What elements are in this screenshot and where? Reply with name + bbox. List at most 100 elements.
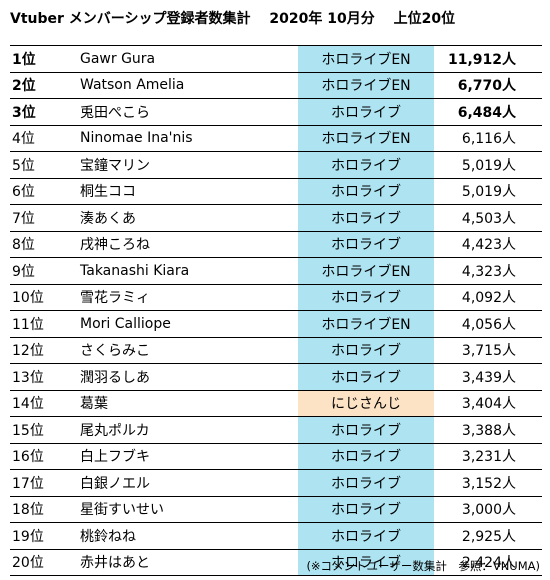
table-row: 20位 赤井はあと ホロライブ 2,424人 <box>10 549 542 576</box>
count-cell: 6,484人 <box>457 104 516 121</box>
group-cell: にじさんじ <box>298 390 434 416</box>
rank-cell: 10位 <box>12 290 44 307</box>
rank-cell: 11位 <box>12 316 44 333</box>
title-main: Vtuber メンバーシップ登録者数集計 <box>10 11 251 27</box>
table-row: 12位 さくらみこ ホロライブ 3,715人 <box>10 337 542 364</box>
rank-cell: 16位 <box>12 449 44 466</box>
name-cell: 白上フブキ <box>80 449 150 466</box>
rank-cell: 18位 <box>12 502 44 519</box>
table-row: 16位 白上フブキ ホロライブ 3,231人 <box>10 443 542 470</box>
name-cell: Ninomae Ina'nis <box>80 130 193 147</box>
name-cell: 桃鈴ねね <box>80 528 136 545</box>
name-cell: 戌神ころね <box>80 237 150 254</box>
name-cell: 宝鐘マリン <box>80 157 150 174</box>
ranking-table: 1位 Gawr Gura ホロライブEN 11,912人 2位 Watson Amelia… <box>10 45 542 576</box>
table-row: 5位 宝鐘マリン ホロライブ 5,019人 <box>10 152 542 179</box>
count-cell: 4,056人 <box>461 316 516 333</box>
name-cell: 桐生ココ <box>80 184 136 201</box>
rank-cell: 20位 <box>12 555 44 572</box>
rank-cell: 12位 <box>12 343 44 360</box>
rank-cell: 9位 <box>12 263 35 280</box>
name-cell: 湊あくあ <box>80 210 136 227</box>
table-row: 7位 湊あくあ ホロライブ 4,503人 <box>10 205 542 232</box>
group-cell: ホロライブEN <box>298 258 434 284</box>
table-row: 6位 桐生ココ ホロライブ 5,019人 <box>10 178 542 205</box>
footer-note: (※コメントユーザー数集計 参照：VNUMA) <box>306 559 540 573</box>
group-cell: ホロライブ <box>298 549 434 575</box>
rank-cell: 19位 <box>12 528 44 545</box>
rank-cell: 13位 <box>12 369 44 386</box>
table-row: 19位 桃鈴ねね ホロライブ 2,925人 <box>10 523 542 550</box>
count-cell: 6,116人 <box>461 131 516 148</box>
table-row: 8位 戌神ころね ホロライブ 4,423人 <box>10 231 542 258</box>
count-cell: 3,715人 <box>461 343 516 360</box>
count-cell: 5,019人 <box>461 157 516 174</box>
rank-cell: 1位 <box>12 51 36 68</box>
table-row: 1位 Gawr Gura ホロライブEN 11,912人 <box>10 46 542 73</box>
group-cell: ホロライブ <box>298 231 434 257</box>
group-cell: ホロライブ <box>298 443 434 469</box>
table-row: 14位 葛葉 にじさんじ 3,404人 <box>10 390 542 417</box>
table-row: 3位 兎田ぺこら ホロライブ 6,484人 <box>10 99 542 126</box>
group-cell: ホロライブ <box>298 364 434 390</box>
group-cell: ホロライブ <box>298 205 434 231</box>
group-cell: ホロライブ <box>298 99 434 125</box>
rank-cell: 15位 <box>12 422 44 439</box>
group-cell: ホロライブ <box>298 152 434 178</box>
rank-cell: 14位 <box>12 396 44 413</box>
count-cell: 4,423人 <box>461 237 516 254</box>
group-cell: ホロライブ <box>298 470 434 496</box>
group-cell: ホロライブEN <box>298 125 434 151</box>
name-cell: 雪花ラミィ <box>80 290 150 307</box>
table-row: 17位 白銀ノエル ホロライブ 3,152人 <box>10 470 542 497</box>
name-cell: 赤井はあと <box>80 555 150 572</box>
group-cell: ホロライブ <box>298 523 434 549</box>
count-cell: 3,404人 <box>461 396 516 413</box>
rank-cell: 17位 <box>12 475 44 492</box>
rank-cell: 6位 <box>12 184 35 201</box>
count-cell: 3,152人 <box>461 475 516 492</box>
count-cell: 4,092人 <box>461 290 516 307</box>
rank-cell: 5位 <box>12 157 35 174</box>
table-row: 13位 潤羽るしあ ホロライブ 3,439人 <box>10 364 542 391</box>
name-cell: 兎田ぺこら <box>80 104 150 121</box>
table-row: 11位 Mori Calliope ホロライブEN 4,056人 <box>10 311 542 338</box>
name-cell: Mori Calliope <box>80 315 171 332</box>
table-row: 15位 尾丸ポルカ ホロライブ 3,388人 <box>10 417 542 444</box>
group-cell: ホロライブ <box>298 337 434 363</box>
table-row: 2位 Watson Amelia ホロライブEN 6,770人 <box>10 72 542 99</box>
count-cell: 2,925人 <box>461 528 516 545</box>
count-cell: 2,424人 <box>461 555 516 572</box>
rank-cell: 7位 <box>12 210 35 227</box>
name-cell: 尾丸ポルカ <box>80 422 150 439</box>
count-cell: 3,388人 <box>461 422 516 439</box>
table-row: 4位 Ninomae Ina'nis ホロライブEN 6,116人 <box>10 125 542 152</box>
name-cell: 白銀ノエル <box>80 475 150 492</box>
name-cell: 星街すいせい <box>80 502 164 519</box>
table-row: 10位 雪花ラミィ ホロライブ 4,092人 <box>10 284 542 311</box>
group-cell: ホロライブEN <box>298 46 434 72</box>
rank-cell: 3位 <box>12 104 36 121</box>
rank-cell: 8位 <box>12 237 35 254</box>
count-cell: 4,323人 <box>461 263 516 280</box>
group-cell: ホロライブ <box>298 417 434 443</box>
group-cell: ホロライブ <box>298 496 434 522</box>
table-row: 18位 星街すいせい ホロライブ 3,000人 <box>10 496 542 523</box>
count-cell: 5,019人 <box>461 184 516 201</box>
name-cell: 葛葉 <box>80 396 108 413</box>
count-cell: 3,231人 <box>461 449 516 466</box>
title-period: 2020年 10月分 <box>269 11 375 27</box>
table-row: 9位 Takanashi Kiara ホロライブEN 4,323人 <box>10 258 542 285</box>
count-cell: 11,912人 <box>447 51 516 68</box>
name-cell: Gawr Gura <box>80 50 156 67</box>
name-cell: Takanashi Kiara <box>80 262 190 279</box>
rank-cell: 2位 <box>12 78 36 95</box>
group-cell: ホロライブ <box>298 284 434 310</box>
group-cell: ホロライブEN <box>298 311 434 337</box>
name-cell: 潤羽るしあ <box>80 369 150 386</box>
group-cell: ホロライブ <box>298 178 434 204</box>
name-cell: Watson Amelia <box>80 77 185 94</box>
count-cell: 6,770人 <box>457 78 516 95</box>
rank-cell: 4位 <box>12 131 35 148</box>
group-cell: ホロライブEN <box>298 72 434 98</box>
